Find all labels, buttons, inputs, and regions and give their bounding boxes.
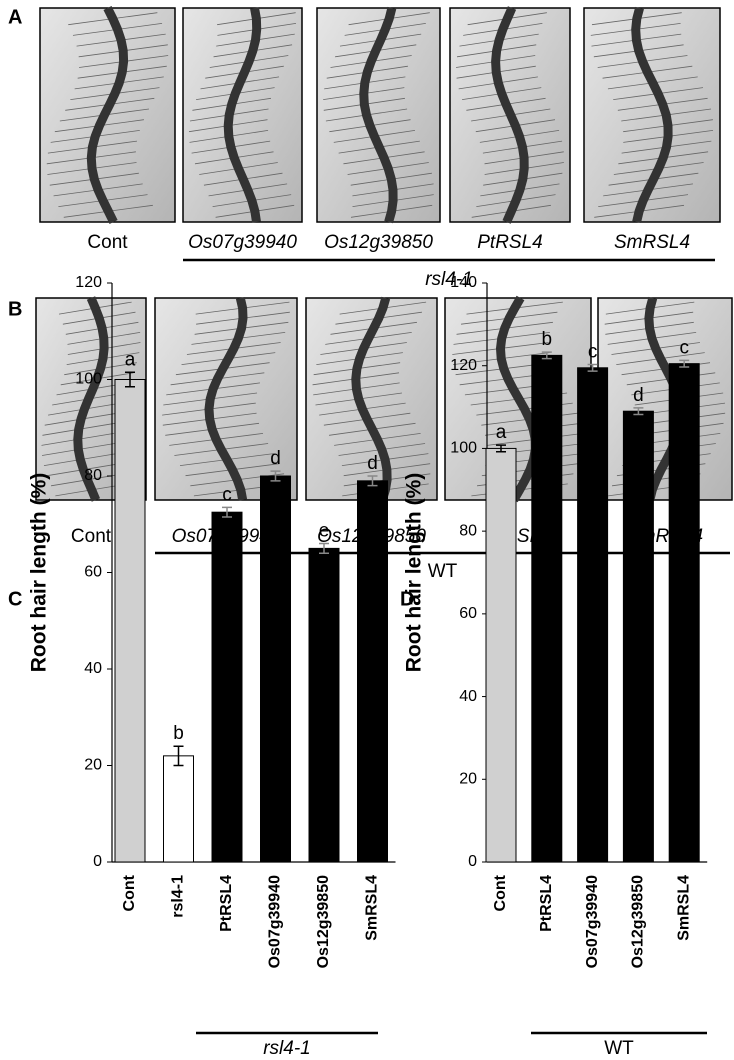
- root-photo: [182, 7, 303, 223]
- image-label: Cont: [71, 526, 112, 547]
- x-tick-label: Cont: [121, 874, 138, 911]
- error-bar: [125, 371, 135, 388]
- root: [495, 295, 540, 503]
- y-tick-label: 40: [459, 688, 477, 705]
- error-bar: [319, 542, 329, 554]
- error-bar: [270, 470, 281, 482]
- y-tick-label: 20: [459, 771, 477, 788]
- y-tick-label: 0: [468, 853, 477, 870]
- bar: [577, 367, 609, 863]
- error-bar: [367, 475, 378, 487]
- root: [86, 6, 129, 224]
- significance-letter: d: [367, 453, 378, 474]
- significance-letter: e: [319, 521, 330, 542]
- x-tick-label: PtRSL4: [218, 875, 235, 932]
- group-label: WT: [428, 561, 458, 582]
- y-tick-label: 60: [84, 564, 102, 581]
- significance-letter: a: [125, 349, 136, 370]
- x-tick-label: Os07g39940: [584, 875, 601, 969]
- y-axis-label: Root hair length (%): [28, 473, 51, 672]
- bar: [357, 480, 388, 863]
- bar: [260, 475, 291, 863]
- y-tick-label: 80: [459, 522, 477, 539]
- bar: [114, 379, 146, 863]
- image-label: SmRSL4: [614, 232, 690, 253]
- x-tick-label: SmRSL4: [364, 875, 381, 941]
- y-tick-label: 20: [84, 757, 102, 774]
- y-axis-label: Root hair length (%): [403, 473, 426, 672]
- y-tick-label: 100: [75, 371, 102, 388]
- error-bar: [541, 351, 552, 360]
- y-tick-label: 100: [450, 440, 477, 457]
- y-tick-label: 60: [459, 605, 477, 622]
- bar: [485, 447, 517, 863]
- bar: [622, 410, 654, 863]
- root: [73, 296, 109, 502]
- error-bar: [222, 506, 232, 518]
- panel-letter: C: [8, 588, 22, 610]
- group-label: WT: [604, 1038, 634, 1059]
- error-bar: [679, 359, 690, 368]
- group-label: rsl4-1: [425, 269, 473, 290]
- y-tick-label: 80: [84, 467, 102, 484]
- x-tick-label: rsl4-1: [170, 875, 187, 918]
- root: [359, 6, 398, 224]
- image-label: Os07g39940: [188, 232, 297, 253]
- y-tick-label: 0: [93, 853, 102, 870]
- image-label: PtRSL4: [477, 232, 542, 253]
- significance-letter: a: [496, 422, 507, 443]
- x-tick-label: Os12g39850: [630, 875, 647, 969]
- x-tick-label: Os07g39940: [267, 875, 284, 969]
- y-tick-label: 140: [450, 274, 477, 291]
- bar: [668, 363, 700, 863]
- x-tick-label: Os12g39850: [315, 875, 332, 969]
- root: [631, 6, 673, 224]
- root: [204, 297, 248, 501]
- y-tick-label: 120: [75, 274, 102, 291]
- error-bar: [633, 407, 644, 416]
- root: [351, 296, 392, 502]
- error-bar: [587, 363, 598, 372]
- error-bar: [496, 444, 506, 453]
- root-photo: [154, 297, 298, 501]
- image-label: Cont: [87, 232, 128, 253]
- significance-letter: d: [633, 385, 644, 406]
- panel-letter: D: [400, 588, 414, 610]
- significance-letter: d: [270, 448, 281, 469]
- bar: [531, 354, 563, 863]
- group-label: rsl4-1: [263, 1038, 311, 1059]
- error-bar: [173, 745, 184, 767]
- panel-letter: A: [8, 6, 22, 28]
- panel-letter: B: [8, 298, 22, 320]
- x-tick-label: PtRSL4: [538, 875, 555, 932]
- bar: [163, 755, 194, 863]
- significance-letter: c: [222, 484, 232, 505]
- x-tick-label: SmRSL4: [675, 875, 692, 941]
- y-tick-label: 40: [84, 660, 102, 677]
- bar: [211, 511, 243, 863]
- significance-letter: b: [542, 329, 553, 350]
- bar: [308, 547, 340, 863]
- significance-letter: c: [679, 337, 689, 358]
- y-tick-label: 120: [450, 357, 477, 374]
- image-label: Os12g39850: [324, 232, 433, 253]
- root: [491, 6, 529, 224]
- x-tick-label: Cont: [492, 874, 509, 911]
- significance-letter: c: [588, 341, 598, 362]
- significance-letter: b: [173, 723, 184, 744]
- root: [223, 7, 262, 223]
